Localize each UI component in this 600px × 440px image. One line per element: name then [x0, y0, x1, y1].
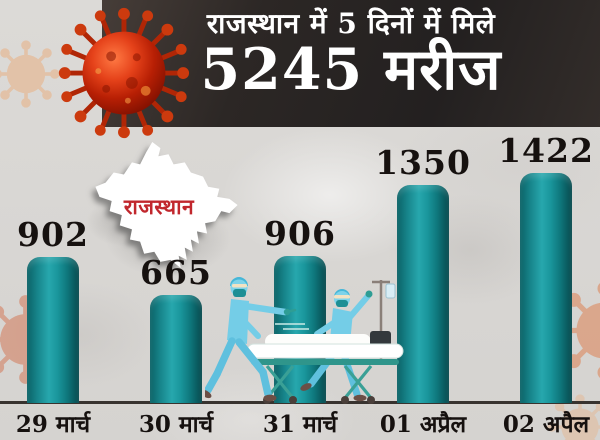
bar-30 मार्च [150, 295, 202, 403]
bar-value-label: 906 [264, 214, 336, 253]
x-axis-tick-label: 30 मार्च [138, 411, 214, 438]
bar-29 मार्च [27, 257, 79, 403]
rajasthan-map-label: राजस्थान [123, 194, 195, 219]
bar-value-label: 1350 [375, 143, 471, 182]
x-axis-tick-label: 02 अपैल [502, 411, 590, 438]
rajasthan-map: राजस्थान [92, 138, 242, 270]
bar-01 अप्रैल [397, 185, 449, 403]
coronavirus-icon [58, 7, 190, 139]
header-title-line2: 5245 मरीज [200, 35, 502, 103]
bar-value-label: 902 [17, 215, 89, 254]
x-axis-tick-label: 01 अप्रैल [379, 411, 467, 438]
stretcher [246, 331, 404, 404]
medics-pushing-stretcher [205, 277, 404, 404]
bar-02 अपैल [520, 173, 572, 403]
medic-figure [205, 277, 297, 402]
header-title-line1: राजस्थान में 5 दिनों में मिले [206, 7, 496, 40]
x-axis-tick-label: 29 मार्च [15, 411, 91, 438]
bar-value-label: 1422 [498, 131, 594, 170]
bar-value-label: 665 [140, 253, 212, 292]
header-banner: राजस्थान में 5 दिनों में मिले 5245 मरीज [102, 0, 600, 127]
x-axis-tick-label: 31 मार्च [262, 411, 338, 438]
